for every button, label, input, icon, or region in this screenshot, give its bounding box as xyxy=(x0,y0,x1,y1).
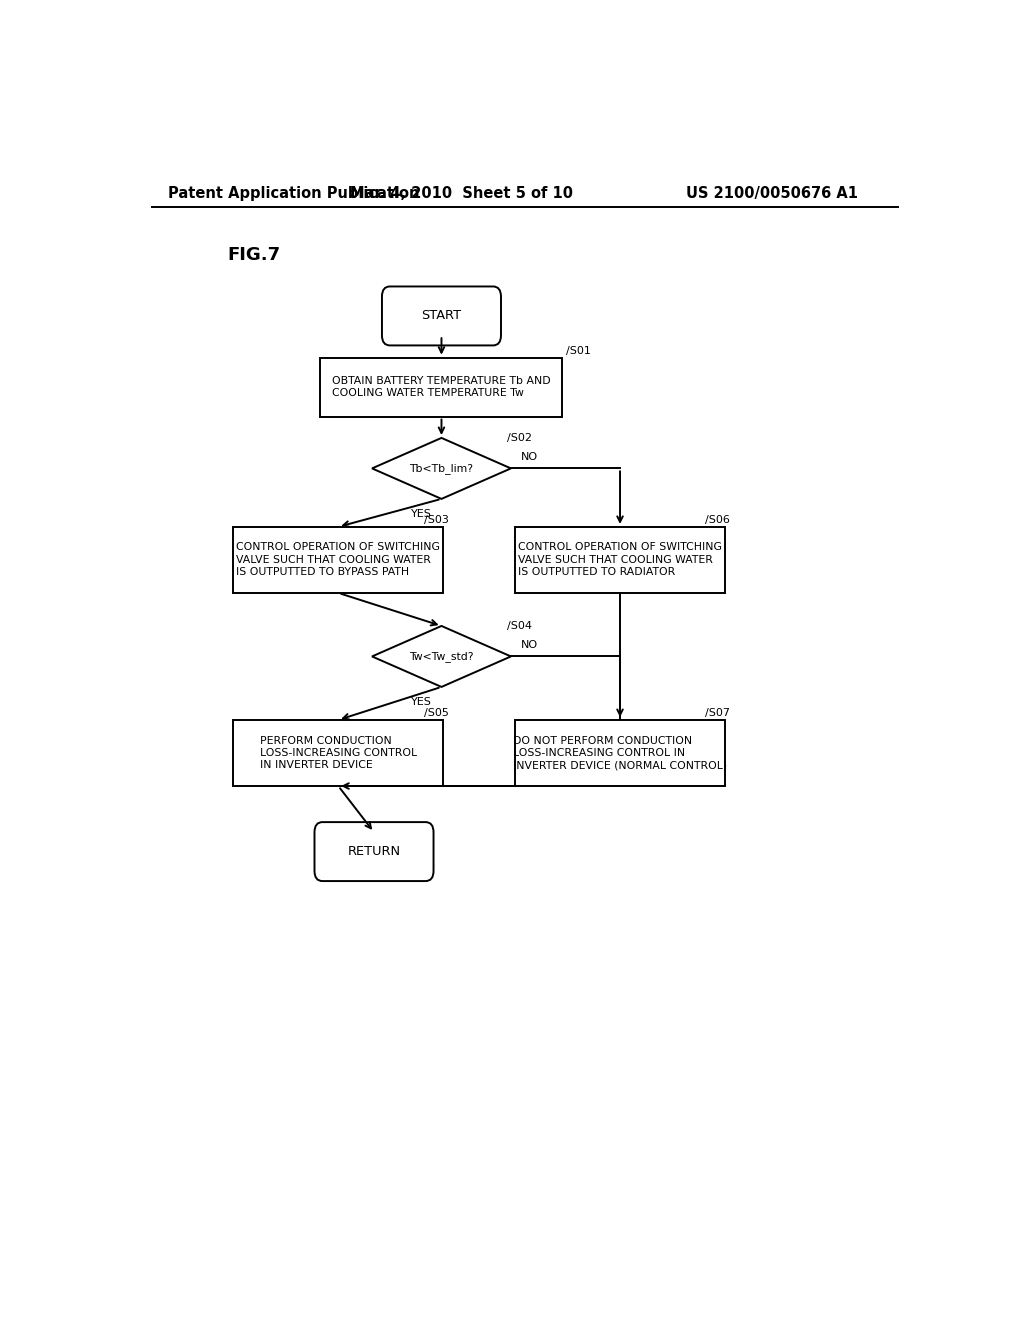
Text: YES: YES xyxy=(412,697,432,708)
Polygon shape xyxy=(372,626,511,686)
Text: YES: YES xyxy=(412,510,432,519)
Text: RETURN: RETURN xyxy=(347,845,400,858)
Bar xyxy=(233,719,443,785)
Text: CONTROL OPERATION OF SWITCHING
VALVE SUCH THAT COOLING WATER
IS OUTPUTTED TO RAD: CONTROL OPERATION OF SWITCHING VALVE SUC… xyxy=(518,543,722,577)
Bar xyxy=(321,358,562,417)
FancyBboxPatch shape xyxy=(314,822,433,880)
Text: ∕S02: ∕S02 xyxy=(507,433,531,444)
Text: ∕S07: ∕S07 xyxy=(706,708,730,718)
Text: NO: NO xyxy=(520,640,538,651)
Polygon shape xyxy=(372,438,511,499)
Bar xyxy=(515,527,725,593)
Text: DO NOT PERFORM CONDUCTION
LOSS-INCREASING CONTROL IN
INVERTER DEVICE (NORMAL CON: DO NOT PERFORM CONDUCTION LOSS-INCREASIN… xyxy=(513,735,727,771)
Text: ∕S04: ∕S04 xyxy=(507,620,531,631)
Text: OBTAIN BATTERY TEMPERATURE Tb AND
COOLING WATER TEMPERATURE Tw: OBTAIN BATTERY TEMPERATURE Tb AND COOLIN… xyxy=(332,376,551,399)
Bar xyxy=(515,719,725,785)
Text: ∕S03: ∕S03 xyxy=(424,515,449,525)
Text: US 2100/0050676 A1: US 2100/0050676 A1 xyxy=(686,186,858,202)
Text: Tb<Tb_lim?: Tb<Tb_lim? xyxy=(410,463,473,474)
Bar xyxy=(233,527,443,593)
Text: START: START xyxy=(422,309,462,322)
Text: Mar. 4, 2010  Sheet 5 of 10: Mar. 4, 2010 Sheet 5 of 10 xyxy=(350,186,572,202)
Text: PERFORM CONDUCTION
LOSS-INCREASING CONTROL
IN INVERTER DEVICE: PERFORM CONDUCTION LOSS-INCREASING CONTR… xyxy=(260,735,417,771)
Text: ∕S06: ∕S06 xyxy=(706,515,730,525)
Text: Tw<Tw_std?: Tw<Tw_std? xyxy=(410,651,474,661)
Text: FIG.7: FIG.7 xyxy=(227,246,281,264)
FancyBboxPatch shape xyxy=(382,286,501,346)
Text: NO: NO xyxy=(520,453,538,462)
Text: ∕S01: ∕S01 xyxy=(566,346,591,355)
Text: ∕S05: ∕S05 xyxy=(424,708,449,718)
Text: Patent Application Publication: Patent Application Publication xyxy=(168,186,419,202)
Text: CONTROL OPERATION OF SWITCHING
VALVE SUCH THAT COOLING WATER
IS OUTPUTTED TO BYP: CONTROL OPERATION OF SWITCHING VALVE SUC… xyxy=(237,543,440,577)
